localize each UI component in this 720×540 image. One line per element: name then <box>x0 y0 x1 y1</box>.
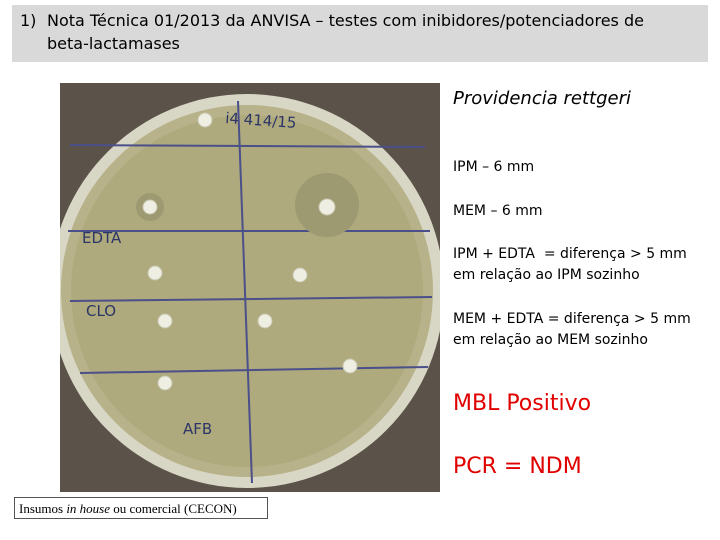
header-number: 1) <box>20 11 37 30</box>
result-line: em relação ao IPM sozinho <box>453 267 640 283</box>
photo-label: i4 414/15 <box>225 109 297 132</box>
organism-name: Providencia rettgeri <box>453 88 631 109</box>
caption-text: ou comercial (CECON) <box>113 501 237 516</box>
photo-label: AFB <box>183 420 212 438</box>
caption-text: Insumos <box>19 501 64 516</box>
caption: Insumos in house ou comercial (CECON) <box>14 497 268 519</box>
petri-dish-photo: i4 414/15 EDTA CLO AFB <box>60 83 440 492</box>
photo-label: CLO <box>86 302 116 320</box>
result-line: IPM + EDTA = diferença > 5 mm <box>453 246 687 262</box>
result-line: em relação ao MEM sozinho <box>453 332 648 348</box>
header-title: Nota Técnica 01/2013 da ANVISA – testes … <box>47 11 644 30</box>
conclusion: MBL Positivo <box>453 391 592 416</box>
result-line: IPM – 6 mm <box>453 159 535 175</box>
result-line: MEM – 6 mm <box>453 203 543 219</box>
header-title: beta-lactamases <box>47 34 180 53</box>
conclusion: PCR = NDM <box>453 454 582 479</box>
result-line: MEM + EDTA = diferença > 5 mm <box>453 311 691 327</box>
header-bar: 1) Nota Técnica 01/2013 da ANVISA – test… <box>12 5 708 62</box>
caption-italic: in house <box>66 501 111 516</box>
photo-label: EDTA <box>82 229 122 247</box>
